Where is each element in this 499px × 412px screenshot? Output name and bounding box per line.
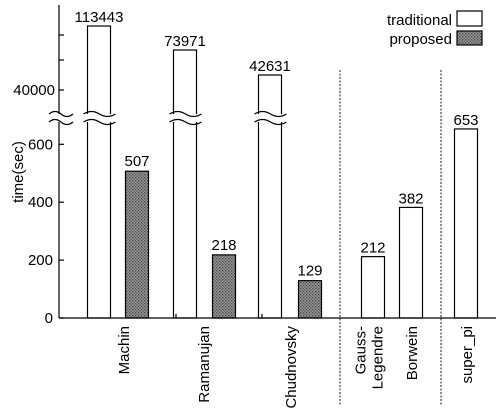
y-tick-label-3: 600 — [28, 136, 53, 153]
x-tick-label-line: Legendre — [370, 326, 387, 389]
y-axis-break-gap — [53, 114, 65, 122]
x-tick-label-0: Machin — [116, 326, 133, 374]
break-mark-top-0 — [83, 110, 116, 118]
group-dividers — [339, 70, 442, 406]
legend-swatch-traditional — [456, 10, 483, 27]
break-mark-bottom-2 — [254, 118, 287, 126]
bars: 113443 507 73971 218 42631 129 212 382 653 — [75, 9, 479, 319]
x-tick-label-line: Ramanujan — [196, 326, 213, 403]
bar-traditional-4 — [398, 206, 424, 319]
x-tick-label-line: Borwein — [404, 326, 421, 380]
y-tick-label-1: 200 — [28, 252, 53, 269]
x-tick-label-line: Machin — [116, 326, 133, 374]
legend-swatch-proposed — [456, 30, 483, 46]
legend: traditional proposed — [387, 10, 483, 48]
y-tick-label-upper: 40000 — [13, 82, 55, 99]
data-label-proposed-1: 218 — [211, 237, 236, 254]
data-label-traditional-3: 212 — [360, 240, 385, 257]
bar-proposed-0 — [124, 170, 150, 319]
x-tick-label-line: super_pi — [459, 326, 476, 384]
break-mark-bottom-0 — [83, 118, 116, 126]
bar-traditional-3 — [360, 256, 386, 319]
bar-traditional-1 — [172, 49, 198, 319]
bar-traditional-5 — [453, 128, 479, 319]
x-tick-label-5: super_pi — [459, 326, 476, 384]
break-gap-0 — [83, 114, 115, 122]
y-axis-break-bottom — [48, 118, 74, 126]
x-tick-label-3: Gauss- Legendre — [353, 326, 387, 389]
axes: Machin Ramanujan Chudnovsky Gauss- Legendre B… — [13, 5, 496, 409]
break-gap-1 — [169, 114, 201, 122]
data-label-proposed-2: 129 — [297, 263, 322, 280]
data-label-traditional-4: 382 — [398, 190, 423, 207]
y-tick-label-0: 0 — [45, 310, 53, 327]
x-tick-label-line: Gauss- — [353, 326, 370, 374]
x-tick-label-line: Chudnovsky — [283, 326, 300, 409]
data-label-traditional-5: 653 — [453, 112, 478, 129]
data-label-traditional-2: 42631 — [249, 58, 291, 75]
break-mark-top-1 — [169, 110, 202, 118]
data-label-traditional-1: 73971 — [164, 33, 206, 50]
bar-proposed-2 — [297, 280, 323, 319]
legend-label-proposed: proposed — [389, 31, 452, 48]
bar-traditional-0 — [86, 25, 112, 319]
break-mark-top-2 — [254, 110, 287, 118]
x-tick-label-2: Chudnovsky — [283, 326, 300, 409]
data-label-traditional-0: 113443 — [75, 9, 124, 26]
data-label-proposed-0: 507 — [124, 153, 149, 170]
y-tick-label-2: 400 — [28, 194, 53, 211]
break-gap-2 — [254, 114, 286, 122]
break-mark-bottom-1 — [169, 118, 202, 126]
x-tick-label-1: Ramanujan — [196, 326, 213, 403]
y-axis-break-top — [48, 110, 74, 118]
legend-label-traditional: traditional — [387, 12, 452, 29]
y-axis-title: time(sec) — [10, 141, 27, 203]
bar-proposed-1 — [211, 254, 237, 319]
x-tick-label-4: Borwein — [404, 326, 421, 380]
